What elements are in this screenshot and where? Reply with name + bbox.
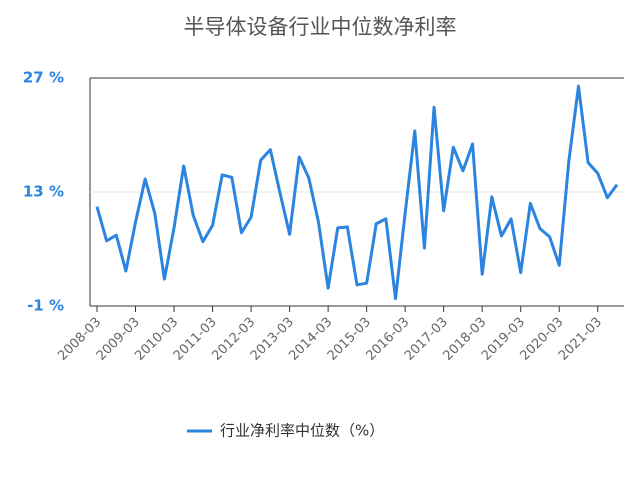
y-tick-label: 13 % bbox=[23, 183, 64, 201]
legend-label: 行业净利率中位数（%） bbox=[220, 422, 384, 440]
data-line bbox=[95, 84, 619, 301]
y-tick-label: 27 % bbox=[23, 69, 64, 87]
chart-title: 半导体设备行业中位数净利率 bbox=[184, 15, 457, 39]
x-tick-label: 2021-03 bbox=[556, 315, 605, 364]
y-tick-label: -1 % bbox=[27, 297, 64, 315]
